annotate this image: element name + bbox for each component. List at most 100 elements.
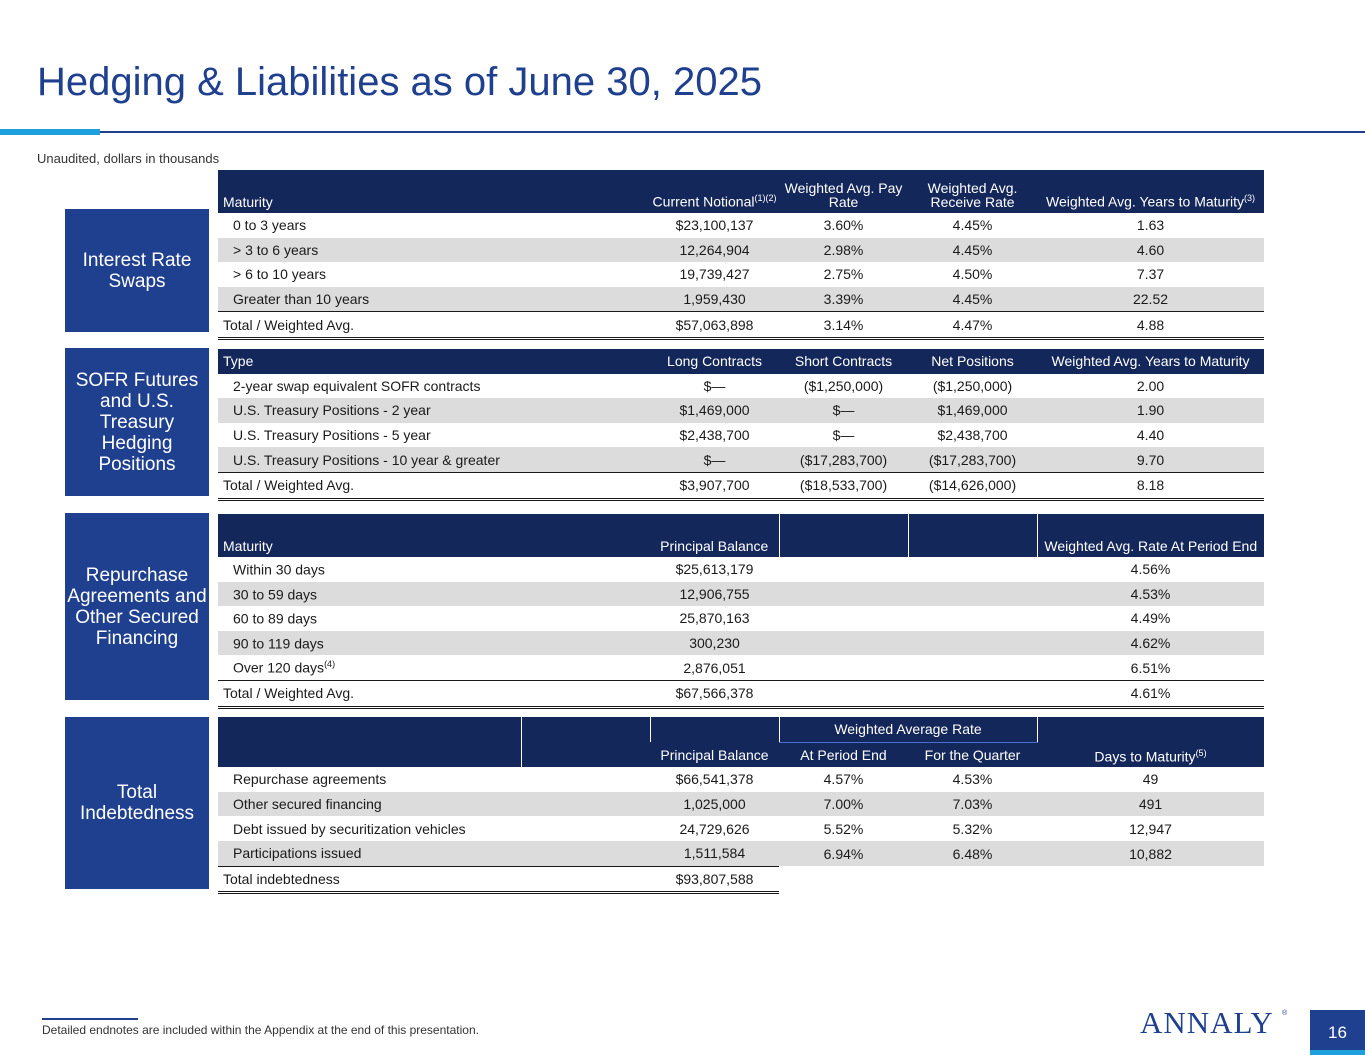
cell-rate: 6.51% xyxy=(1130,659,1171,676)
repo-header-principal: Principal Balance xyxy=(650,514,780,557)
table-row: 0 to 3 years $23,100,137 3.60% 4.45% 1.6… xyxy=(218,213,1264,238)
total-receive: 4.47% xyxy=(908,311,1038,340)
swaps-header-pay: Weighted Avg. Pay Rate xyxy=(779,170,909,213)
cell-short: ($17,283,700) xyxy=(779,447,909,473)
row-label: Repurchase agreements xyxy=(233,771,387,788)
total-years: 8.18 xyxy=(1037,471,1265,501)
cell-rate: 4.56% xyxy=(1130,561,1171,578)
cell-quarter: 6.48% xyxy=(908,840,1037,867)
table-row: 90 to 119 days 300,230 4.62% xyxy=(218,630,1265,656)
cell-years: 1.90 xyxy=(1037,398,1265,423)
cell-notional: 19,739,427 xyxy=(679,266,750,283)
row-label: Participations issued xyxy=(218,840,650,867)
section-label-swaps: Interest Rate Swaps xyxy=(65,209,209,332)
debt-header-quarter: For the Quarter xyxy=(908,742,1037,768)
debt-header-group: Weighted Average Rate xyxy=(778,717,1037,743)
table-row: Repurchase agreements $66,541,378 4.57% … xyxy=(218,767,1264,792)
row-label: > 3 to 6 years xyxy=(218,237,651,263)
total-row: Total indebtedness $93,807,588 xyxy=(218,865,1264,895)
total-rate: 4.61% xyxy=(1037,679,1265,709)
title-rule xyxy=(0,131,1365,133)
cell-period-end: 7.00% xyxy=(779,791,908,817)
cell-pay: 3.39% xyxy=(779,286,909,312)
page-number-accent xyxy=(1310,1050,1365,1055)
total-pay: 3.14% xyxy=(779,311,909,340)
cell-net: ($1,250,000) xyxy=(932,377,1013,394)
repo-header-rate: Weighted Avg. Rate At Period End xyxy=(1036,514,1265,557)
cell-principal: 24,729,626 xyxy=(679,820,750,837)
total-label: Total indebtedness xyxy=(218,865,650,895)
cell-receive: 4.45% xyxy=(908,286,1038,312)
row-label: 0 to 3 years xyxy=(233,217,307,234)
footnote-rule xyxy=(42,1018,138,1020)
total-row: Total / Weighted Avg. $57,063,898 3.14% … xyxy=(218,311,1265,340)
cell-years: 7.37 xyxy=(1136,266,1165,283)
cell-short: $— xyxy=(832,427,855,444)
total-years: 4.88 xyxy=(1037,311,1265,340)
cell-rate: 4.53% xyxy=(1037,581,1265,607)
table-row: U.S. Treasury Positions - 2 year $1,469,… xyxy=(218,398,1265,423)
repo-table: Maturity Principal Balance Weighted Avg.… xyxy=(218,514,1265,709)
total-label: Total / Weighted Avg. xyxy=(218,679,651,709)
cell-short: $— xyxy=(779,398,909,423)
annaly-logo: ANNALY xyxy=(1140,1005,1274,1040)
cell-net: ($17,283,700) xyxy=(908,447,1038,473)
debt-header-principal: Principal Balance xyxy=(650,742,779,768)
cell-days: 491 xyxy=(1037,791,1264,817)
row-label: Other secured financing xyxy=(218,791,650,817)
total-label: Total / Weighted Avg. xyxy=(218,311,651,340)
cell-rate: 4.62% xyxy=(1037,630,1265,656)
page-number: 16 xyxy=(1328,1022,1347,1042)
cell-pay: 3.60% xyxy=(823,217,864,234)
debt-header-days: Days to Maturity(5) xyxy=(1037,742,1264,768)
cell-short: ($1,250,000) xyxy=(803,377,884,394)
swaps-header-notional: Current Notional(1)(2) xyxy=(650,170,780,213)
cell-long: $— xyxy=(650,447,780,473)
title-rule-accent xyxy=(0,129,100,135)
total-principal: $67,566,378 xyxy=(650,679,780,709)
sofr-header-short: Short Contracts xyxy=(779,349,909,374)
cell-notional: 12,264,904 xyxy=(650,237,780,263)
cell-years: 2.00 xyxy=(1136,377,1165,394)
swaps-header-years: Weighted Avg. Years to Maturity(3) xyxy=(1037,170,1265,213)
debt-header-period-end: At Period End xyxy=(779,742,908,768)
section-label-debt: Total Indebtedness xyxy=(65,717,209,889)
table-row: Over 120 days(4) 2,876,051 6.51% xyxy=(218,655,1264,680)
sofr-header-years: Weighted Avg. Years to Maturity xyxy=(1037,349,1265,374)
cell-long: $1,469,000 xyxy=(650,398,780,423)
row-label: Within 30 days xyxy=(233,561,325,578)
cell-days: 49 xyxy=(1142,771,1159,788)
total-principal: $93,807,588 xyxy=(650,865,779,895)
cell-period-end: 6.94% xyxy=(779,840,908,867)
table-row: U.S. Treasury Positions - 5 year $2,438,… xyxy=(218,423,1264,448)
sofr-header-net: Net Positions xyxy=(908,349,1038,374)
cell-years: 1.63 xyxy=(1136,217,1165,234)
table-row: Participations issued 1,511,584 6.94% 6.… xyxy=(218,840,1264,867)
table-row: > 3 to 6 years 12,264,904 2.98% 4.45% 4.… xyxy=(218,237,1265,263)
sofr-table: Type Long Contracts Short Contracts Net … xyxy=(218,349,1265,501)
cell-principal: 2,876,051 xyxy=(683,659,746,676)
swaps-header-receive: Weighted Avg. Receive Rate xyxy=(908,170,1038,213)
total-row: Total / Weighted Avg. $67,566,378 4.61% xyxy=(218,679,1265,709)
cell-net: $2,438,700 xyxy=(937,427,1008,444)
cell-notional: $23,100,137 xyxy=(675,217,754,234)
cell-period-end: 4.57% xyxy=(823,771,864,788)
page-title: Hedging & Liabilities as of June 30, 202… xyxy=(37,60,762,104)
cell-receive: 4.45% xyxy=(952,217,993,234)
table-row: > 6 to 10 years 19,739,427 2.75% 4.50% 7… xyxy=(218,262,1264,287)
debt-header-row-1: Weighted Average Rate xyxy=(218,717,1264,743)
swaps-header-maturity: Maturity xyxy=(218,170,651,213)
swaps-header-row: Maturity Current Notional(1)(2) Weighted… xyxy=(218,170,1265,213)
cell-years: 4.40 xyxy=(1136,427,1165,444)
section-label-sofr: SOFR Futures and U.S. Treasury Hedging P… xyxy=(65,348,209,496)
row-label: Greater than 10 years xyxy=(218,286,651,312)
cell-principal: 1,025,000 xyxy=(650,791,779,817)
cell-long: $— xyxy=(703,377,726,394)
table-row: Within 30 days $25,613,179 4.56% xyxy=(218,557,1264,582)
total-long: $3,907,700 xyxy=(650,471,780,501)
sofr-header-long: Long Contracts xyxy=(650,349,780,374)
total-notional: $57,063,898 xyxy=(650,311,780,340)
repo-header-blank xyxy=(907,514,1038,557)
row-label: U.S. Treasury Positions - 5 year xyxy=(233,427,431,444)
cell-notional: 1,959,430 xyxy=(650,286,780,312)
